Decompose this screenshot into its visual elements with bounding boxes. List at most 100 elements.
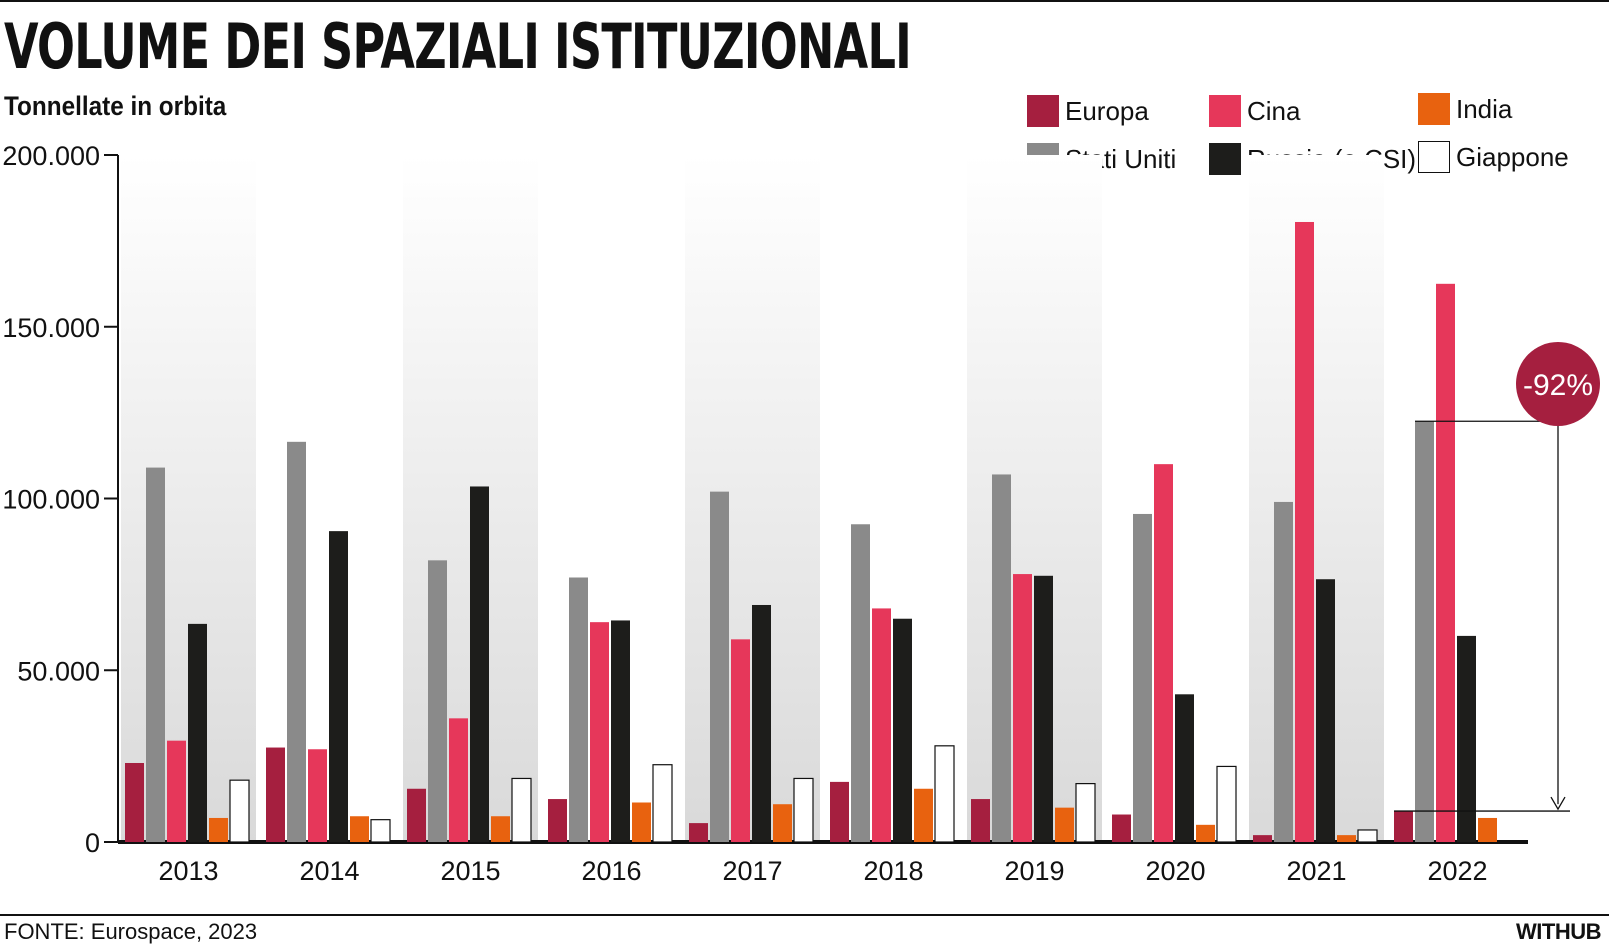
y-tick-label: 50.000 [17, 656, 100, 686]
bar-cina-2013 [167, 740, 186, 842]
bar-india-2019 [1055, 807, 1074, 842]
legend-label: India [1456, 93, 1513, 124]
bar-stati-uniti-2014 [287, 441, 306, 842]
bar-giappone-2020 [1216, 765, 1237, 843]
bar-russia-e-csi-2016 [611, 620, 630, 842]
x-tick-label: 2015 [440, 856, 500, 886]
bar-giappone-2018 [934, 745, 955, 843]
y-tick-label: 0 [85, 828, 100, 858]
x-tick-label: 2018 [863, 856, 923, 886]
bar-giappone-2015 [511, 777, 532, 843]
background-bands [121, 155, 1384, 842]
bar-stati-uniti-2018 [851, 524, 870, 842]
bar-russia-e-csi-2014 [329, 531, 348, 842]
bar-cina-2014 [308, 749, 327, 842]
bar-europa-2016 [548, 799, 567, 842]
bar-stati-uniti-2017 [710, 491, 729, 842]
x-tick-label: 2022 [1427, 856, 1487, 886]
legend-swatch [1027, 95, 1059, 127]
bar-europa-2018 [830, 781, 849, 842]
bar-india-2017 [773, 804, 792, 842]
bar-giappone-2014 [370, 819, 391, 843]
bar-europa-2014 [266, 747, 285, 842]
legend-swatch [1418, 93, 1450, 125]
bar-stati-uniti-2021 [1274, 501, 1293, 842]
brand-logo: WITHUB [1516, 919, 1601, 944]
x-tick-label: 2020 [1145, 856, 1205, 886]
annotation: -92% [1394, 342, 1600, 812]
bar-cina-2021 [1295, 221, 1314, 843]
bottom-rule [0, 914, 1609, 916]
chart-subtitle: Tonnellate in orbita [4, 91, 227, 121]
y-tick-label: 100.000 [2, 485, 100, 515]
x-tick-label: 2016 [581, 856, 641, 886]
bar-europa-2019 [971, 799, 990, 842]
bar-russia-e-csi-2020 [1175, 694, 1194, 842]
x-tick-label: 2014 [299, 856, 359, 886]
legend-label: Cina [1247, 95, 1301, 126]
bar-india-2021 [1337, 835, 1356, 842]
bar-giappone-2016 [652, 764, 673, 843]
bar-russia-e-csi-2017 [752, 604, 771, 842]
bar-india-2020 [1196, 824, 1215, 842]
bar-stati-uniti-2016 [569, 577, 588, 842]
annotation-label: -92% [1523, 369, 1593, 402]
legend-label: Giappone [1456, 141, 1569, 172]
bar-russia-e-csi-2015 [470, 486, 489, 842]
y-tick-label: 200.000 [2, 141, 100, 171]
bar-giappone-2017 [793, 777, 814, 843]
bar-europa-2020 [1112, 814, 1131, 842]
bar-india-2018 [914, 788, 933, 842]
x-tick-label: 2013 [158, 856, 218, 886]
legend-swatch [1209, 95, 1241, 127]
bar-giappone-2019 [1075, 783, 1096, 843]
bar-russia-e-csi-2019 [1034, 575, 1053, 842]
bar-stati-uniti-2015 [428, 560, 447, 842]
x-tick-label: 2017 [722, 856, 782, 886]
bar-cina-2016 [590, 622, 609, 842]
bar-europa-2022 [1394, 811, 1413, 842]
bar-stati-uniti-2013 [146, 467, 165, 842]
bar-india-2014 [350, 816, 369, 842]
legend-label: Europa [1065, 95, 1149, 126]
bar-cina-2019 [1013, 574, 1032, 842]
bar-russia-e-csi-2022 [1457, 635, 1476, 842]
bar-stati-uniti-2019 [992, 474, 1011, 842]
bar-europa-2013 [125, 762, 144, 842]
bar-cina-2022 [1436, 283, 1455, 842]
bar-stati-uniti-2022 [1415, 421, 1434, 842]
legend-item-cina: Cina [1209, 93, 1300, 129]
y-tick-label: 150.000 [2, 313, 100, 343]
bar-russia-e-csi-2013 [188, 623, 207, 842]
top-rule [0, 0, 1609, 2]
bar-india-2013 [209, 817, 228, 842]
legend-swatch [1209, 143, 1241, 175]
bar-europa-2015 [407, 788, 426, 842]
bar-giappone-2021 [1357, 829, 1378, 843]
legend-swatch [1418, 141, 1450, 173]
x-tick-label: 2019 [1004, 856, 1064, 886]
source-note: FONTE: Eurospace, 2023 [4, 919, 258, 944]
bar-russia-e-csi-2018 [893, 618, 912, 842]
legend-item-europa: Europa [1027, 93, 1149, 129]
bar-cina-2020 [1154, 464, 1173, 842]
chart-title: VOLUME DEI SPAZIALI ISTITUZIONALI [4, 10, 912, 83]
x-tick-label: 2021 [1286, 856, 1346, 886]
bar-india-2016 [632, 802, 651, 842]
legend-item-giappone: Giappone [1418, 139, 1569, 175]
bar-giappone-2013 [229, 779, 250, 843]
annotation-arrowhead [1550, 796, 1566, 811]
bar-europa-2021 [1253, 835, 1272, 842]
bar-cina-2015 [449, 718, 468, 842]
legend-item-india: India [1418, 91, 1512, 127]
bar-stati-uniti-2020 [1133, 513, 1152, 842]
annotation-badge [1516, 342, 1600, 426]
bar-europa-2017 [689, 823, 708, 842]
bar-india-2015 [491, 816, 510, 842]
bar-russia-e-csi-2021 [1316, 579, 1335, 842]
bar-cina-2018 [872, 608, 891, 842]
bars [125, 221, 1497, 843]
bar-india-2022 [1478, 817, 1497, 842]
bar-cina-2017 [731, 639, 750, 842]
